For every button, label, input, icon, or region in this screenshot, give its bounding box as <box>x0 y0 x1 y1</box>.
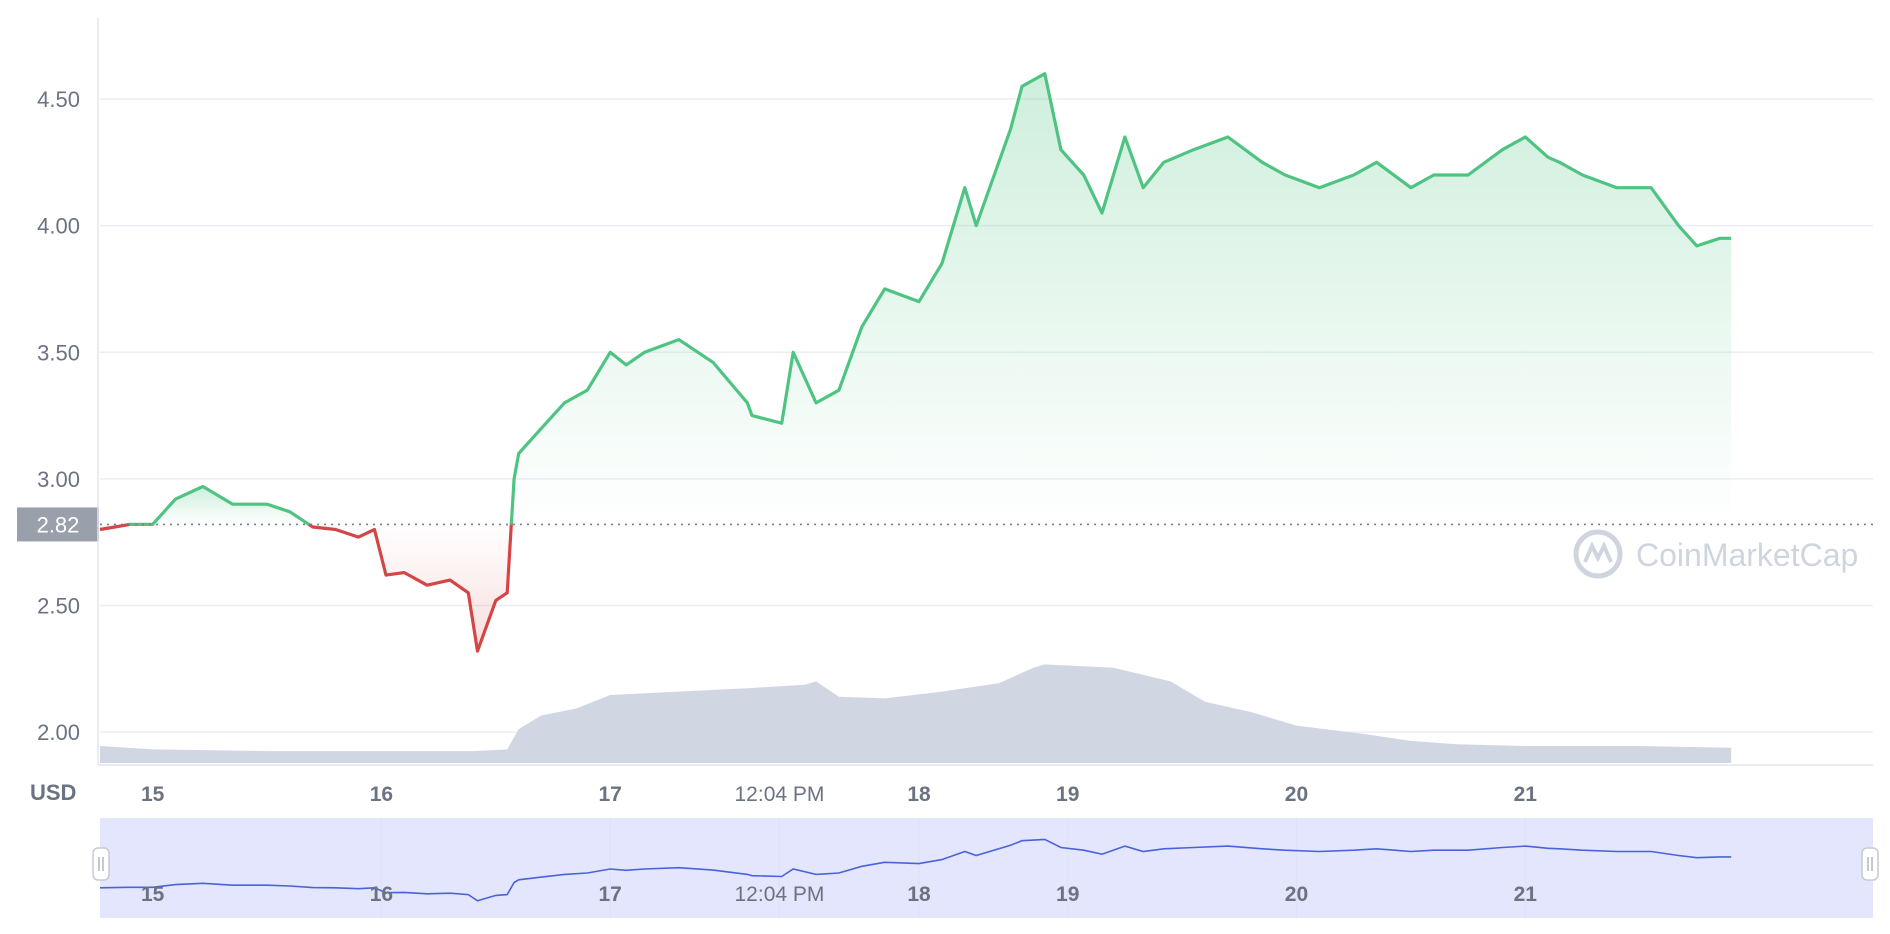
price-line-down <box>308 523 513 653</box>
x-axis-ticks: 15 16 17 12:04 PM 18 19 20 21 <box>141 783 1537 806</box>
navigator-x-ticks: 15 16 17 12:04 PM 18 19 20 21 <box>141 883 1537 906</box>
y-tick-label: 2.50 <box>37 593 80 618</box>
price-area-up <box>129 486 309 525</box>
x-tick-label: 19 <box>1056 783 1079 806</box>
price-line <box>99 72 1732 653</box>
price-area <box>100 73 1732 652</box>
x-tick-label: 20 <box>1285 783 1308 806</box>
price-area-up <box>511 73 1732 525</box>
y-tick-label: 4.00 <box>37 214 80 239</box>
navigator-price-path <box>99 838 1732 902</box>
price-line-down <box>99 522 130 532</box>
navigator-x-tick-label: 15 <box>141 883 165 906</box>
right-handle-grip[interactable] <box>1861 847 1879 881</box>
volume-area <box>100 664 1732 763</box>
navigator-x-tick-label: 17 <box>598 883 621 906</box>
left-handle-grip[interactable] <box>92 847 110 881</box>
x-tick-label: 18 <box>907 783 931 806</box>
y-tick-label: 3.00 <box>37 467 80 492</box>
navigator-left-handle[interactable] <box>92 847 110 881</box>
x-tick-label: 17 <box>598 783 621 806</box>
y-tick-label: 2.00 <box>37 720 80 745</box>
price-line-up <box>129 484 310 526</box>
navigator-x-tick-label: 21 <box>1514 883 1538 906</box>
y-tick-label: 3.50 <box>37 340 80 365</box>
x-tick-label: 21 <box>1514 783 1538 806</box>
reference-price-text: 2.82 <box>37 512 80 537</box>
watermark-text: CoinMarketCap <box>1636 537 1858 573</box>
x-tick-label: 16 <box>370 783 393 806</box>
y-tick-label: 4.50 <box>37 87 80 112</box>
reference-price-label: 2.82 <box>17 507 99 542</box>
range-navigator[interactable]: 15 16 17 12:04 PM 18 19 20 21 <box>92 818 1879 918</box>
navigator-right-handle[interactable] <box>1861 847 1879 881</box>
navigator-x-tick-label: 12:04 PM <box>735 883 825 906</box>
volume-area-path <box>100 664 1732 763</box>
navigator-x-tick-label: 18 <box>907 883 931 906</box>
price-line-up <box>509 72 1732 525</box>
navigator-x-tick-label: 20 <box>1285 883 1308 906</box>
reference-price-badge <box>17 507 99 542</box>
y-axis-ticks: 2.00 2.50 3.00 3.50 4.00 4.50 <box>37 87 80 745</box>
coinmarketcap-m-icon <box>1583 541 1613 563</box>
navigator-line <box>99 838 1732 902</box>
coinmarketcap-logo-icon <box>1573 529 1623 579</box>
watermark-logo: CoinMarketCap <box>1573 529 1858 579</box>
price-area-down <box>308 524 512 652</box>
x-tick-label: 15 <box>141 783 165 806</box>
navigator-x-tick-label: 19 <box>1056 883 1079 906</box>
x-tick-label: 12:04 PM <box>735 783 825 806</box>
navigator-x-tick-label: 16 <box>370 883 393 906</box>
navigator-selection[interactable] <box>100 818 1873 918</box>
currency-label: USD <box>30 780 76 805</box>
